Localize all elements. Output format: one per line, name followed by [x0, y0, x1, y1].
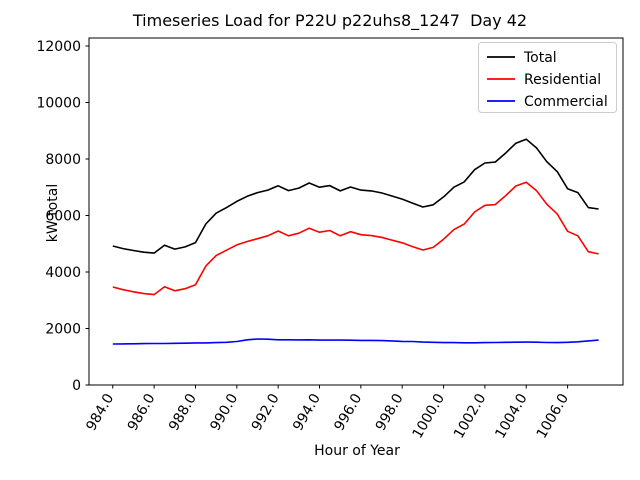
total-series-line — [112, 138, 599, 254]
y-tick-label: 2000 — [45, 321, 81, 337]
legend-label-commercial: Commercial — [524, 94, 608, 110]
x-tick-label: 1004.0 — [492, 391, 530, 441]
x-tick-label: 988.0 — [166, 391, 200, 434]
chart-title: Timeseries Load for P22U p22uhs8_1247 Da… — [132, 11, 527, 31]
x-axis-ticks: 984.0 986.0 988.0 990.0 992.0 994.0 996.0 998.0… — [83, 385, 572, 441]
legend-label-residential: Residential — [524, 72, 601, 88]
x-tick-label: 986.0 — [125, 391, 159, 434]
x-tick-label: 984.0 — [83, 391, 117, 434]
x-tick-label: 1006.0 — [534, 391, 572, 441]
y-tick-label: 6000 — [45, 208, 81, 224]
y-tick-label: 0 — [72, 378, 81, 394]
commercial-series-line — [112, 338, 599, 345]
x-tick-label: 1002.0 — [451, 391, 489, 441]
residential-series-line — [112, 181, 599, 296]
legend-label-total: Total — [523, 50, 557, 66]
legend: Total Residential Commercial — [478, 42, 617, 113]
x-tick-label: 992.0 — [249, 391, 283, 434]
y-tick-label: 12000 — [36, 39, 81, 55]
x-tick-label: 996.0 — [331, 391, 365, 434]
x-tick-label: 990.0 — [207, 391, 241, 434]
y-tick-label: 10000 — [36, 95, 81, 111]
series-lines — [112, 138, 599, 345]
x-tick-label: 1000.0 — [410, 391, 448, 441]
y-axis-ticks: 0 2000 4000 6000 8000 10000 12000 — [36, 39, 89, 394]
plot-frame — [88, 37, 624, 386]
y-tick-label: 8000 — [45, 152, 81, 168]
y-axis-label: kW total — [45, 184, 61, 242]
x-tick-label: 994.0 — [290, 391, 324, 434]
y-tick-label: 4000 — [45, 265, 81, 281]
legend-box — [478, 42, 617, 113]
x-tick-label: 998.0 — [373, 391, 407, 434]
x-axis-label: Hour of Year — [314, 443, 400, 459]
